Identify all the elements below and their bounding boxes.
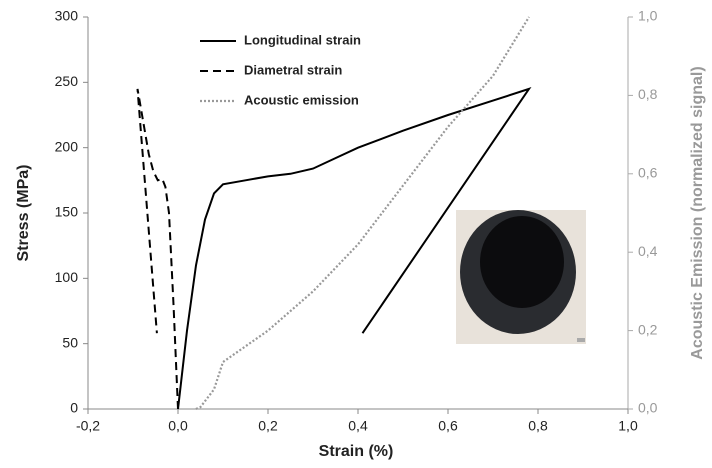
series-line — [195, 16, 530, 411]
scale-mark — [577, 338, 585, 342]
legend-label: Diametral strain — [244, 62, 342, 77]
inset-photo — [456, 210, 586, 344]
y-tick-label: 100 — [55, 269, 79, 285]
legend-label: Longitudinal strain — [244, 32, 361, 47]
x-tick-label: 0,0 — [168, 418, 188, 434]
x-tick-label: 0,4 — [348, 418, 368, 434]
y2-tick-label: 0,0 — [638, 400, 658, 416]
y-axis-title: Stress (MPa) — [15, 165, 32, 262]
y-tick-label: 200 — [55, 138, 79, 154]
x-tick-label: 0,6 — [438, 418, 458, 434]
y-tick-label: 150 — [55, 204, 79, 220]
y-tick-label: 50 — [62, 334, 78, 350]
x-tick-label: 0,2 — [258, 418, 278, 434]
y-tick-label: 300 — [55, 8, 79, 24]
legend-label: Acoustic emission — [244, 92, 359, 107]
y2-tick-label: 0,6 — [638, 165, 658, 181]
x-tick-label: 0,8 — [528, 418, 548, 434]
y2-axis-title: Acoustic Emission (normalized signal) — [689, 66, 706, 359]
series-line — [136, 88, 179, 410]
x-axis-title: Strain (%) — [319, 443, 394, 460]
y2-tick-label: 0,2 — [638, 321, 658, 337]
x-tick-label: -0,2 — [76, 418, 100, 434]
series-line — [177, 87, 532, 410]
y2-tick-label: 0,4 — [638, 243, 658, 259]
y-tick-label: 0 — [70, 400, 78, 416]
x-tick-label: 1,0 — [618, 418, 638, 434]
y-tick-label: 250 — [55, 73, 79, 89]
y2-tick-label: 0,8 — [638, 86, 658, 102]
tube-bore — [480, 216, 564, 308]
y2-tick-label: 1,0 — [638, 8, 658, 24]
